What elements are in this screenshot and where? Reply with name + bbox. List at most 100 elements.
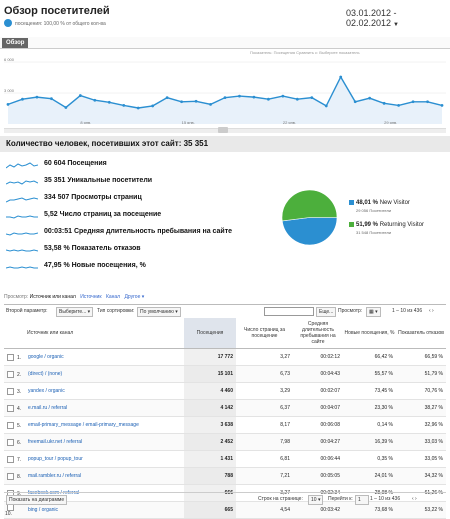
row-checkbox[interactable] bbox=[7, 404, 14, 412]
row-checkbox[interactable] bbox=[7, 455, 14, 463]
footer-pager-arrows[interactable]: ‹ › bbox=[412, 496, 417, 502]
plot-rows-button[interactable]: Показать на диаграмме bbox=[6, 495, 68, 505]
pie-slice-returning-visitor[interactable] bbox=[281, 189, 338, 222]
data-point[interactable] bbox=[107, 100, 111, 104]
metric-pageviews[interactable]: 334 507 Просмотры страниц bbox=[6, 193, 276, 206]
graph-options[interactable]: Показатель: Посещения Сравнить с: Выбери… bbox=[250, 50, 360, 55]
row-source[interactable]: mail.rambler.ru / referral bbox=[26, 467, 184, 485]
table-row: 5. email-primary_message / email-primary_… bbox=[4, 416, 446, 434]
data-point[interactable] bbox=[165, 96, 169, 100]
data-point[interactable] bbox=[238, 94, 241, 98]
pager-arrows[interactable]: ‹ › bbox=[429, 308, 434, 314]
row-bounce-rate: 66,59 % bbox=[396, 348, 446, 366]
data-point[interactable] bbox=[382, 101, 386, 105]
tab-overview[interactable]: Обзор bbox=[2, 38, 29, 48]
row-source[interactable]: email-primary_message / email-primary_me… bbox=[26, 416, 184, 434]
col-header-source[interactable]: Источник или канал bbox=[26, 318, 184, 349]
col-header-new-visits[interactable]: Новые посещения, % bbox=[343, 318, 396, 349]
row-index-label: 4. bbox=[17, 405, 22, 412]
metric-avg-duration[interactable]: 00:03:51 Средняя длительность пребывания… bbox=[6, 227, 276, 240]
row-checkbox[interactable] bbox=[7, 387, 14, 395]
row-source[interactable]: e.mail.ru / referral bbox=[26, 399, 184, 417]
view-link-source[interactable]: Источник bbox=[80, 294, 102, 300]
advanced-filter-button[interactable]: Еще... bbox=[316, 307, 337, 317]
row-bounce-rate: 53,22 % bbox=[396, 501, 446, 519]
col-header-pages-per-visit[interactable]: Число страниц за посещение bbox=[236, 318, 293, 349]
row-checkbox[interactable] bbox=[7, 353, 14, 361]
row-source[interactable]: popup_tour / popup_tour bbox=[26, 450, 184, 468]
data-point[interactable] bbox=[310, 96, 314, 100]
row-checkbox[interactable] bbox=[7, 438, 14, 446]
data-point[interactable] bbox=[21, 97, 24, 101]
data-point[interactable] bbox=[339, 75, 343, 79]
row-index-label: 10. bbox=[5, 510, 12, 517]
rows-per-page-select[interactable]: 10 ▾ bbox=[308, 495, 324, 505]
col-header-avg-duration[interactable]: Средняя длительность пребывания на сайте bbox=[293, 318, 343, 349]
data-point[interactable] bbox=[281, 94, 285, 98]
row-checkbox[interactable] bbox=[7, 370, 14, 378]
x-tick-label: 8 янв. bbox=[80, 120, 91, 125]
metric-value: 60 604 Посещения bbox=[44, 160, 107, 167]
data-point[interactable] bbox=[267, 97, 270, 101]
metric-pages-per-visit[interactable]: 5,52 Число страниц за посещение bbox=[6, 210, 276, 223]
row-checkbox[interactable] bbox=[7, 421, 14, 429]
data-point[interactable] bbox=[295, 97, 299, 101]
secondary-dimension-select[interactable]: Выберите... ▾ bbox=[56, 307, 94, 317]
data-point[interactable] bbox=[368, 96, 372, 100]
row-source[interactable]: freemail.ukr.net / referral bbox=[26, 433, 184, 451]
data-point[interactable] bbox=[209, 102, 212, 106]
table-row: 4. e.mail.ru / referral 4 142 6,37 00:04:07 2… bbox=[4, 399, 446, 417]
row-source[interactable]: bing / organic bbox=[26, 501, 184, 519]
data-point[interactable] bbox=[397, 104, 400, 107]
row-index-label: 6. bbox=[17, 439, 22, 446]
pie-slice-new-visitor[interactable] bbox=[281, 217, 338, 246]
data-point[interactable] bbox=[180, 100, 184, 104]
row-source[interactable]: yandex / organic bbox=[26, 382, 184, 400]
row-source[interactable]: (direct) / (none) bbox=[26, 365, 184, 383]
data-point[interactable] bbox=[6, 102, 10, 106]
row-pages-per-visit: 6,37 bbox=[236, 399, 293, 417]
view-link-other[interactable]: Другое ▾ bbox=[124, 294, 145, 300]
data-point[interactable] bbox=[426, 100, 429, 104]
metric-visits[interactable]: 60 604 Посещения bbox=[6, 159, 276, 172]
data-point[interactable] bbox=[122, 104, 126, 107]
sort-type-select[interactable]: По умолчанию ▾ bbox=[137, 307, 181, 317]
data-point[interactable] bbox=[353, 100, 357, 104]
series-area bbox=[8, 76, 442, 124]
metric-bounce-rate[interactable]: 53,58 % Показатель отказов bbox=[6, 244, 276, 257]
row-checkbox[interactable] bbox=[7, 472, 14, 480]
data-point[interactable] bbox=[223, 96, 227, 100]
col-header-visits[interactable]: Посещения bbox=[184, 318, 236, 349]
date-range-picker[interactable]: 03.01.2012 - 02.02.2012 ▼ bbox=[346, 8, 450, 28]
data-point[interactable] bbox=[151, 104, 155, 108]
data-point[interactable] bbox=[93, 98, 97, 102]
col-header-bounce-rate[interactable]: Показатель отказов bbox=[396, 318, 446, 349]
view-type-select[interactable]: ▦ ▾ bbox=[366, 307, 381, 317]
data-point[interactable] bbox=[252, 95, 256, 99]
row-avg-duration: 00:04:27 bbox=[293, 433, 343, 451]
data-point[interactable] bbox=[440, 104, 444, 107]
data-point[interactable] bbox=[64, 106, 68, 109]
metric-value: 47,95 % Новые посещения, % bbox=[44, 262, 146, 269]
data-point[interactable] bbox=[411, 100, 415, 104]
data-point[interactable] bbox=[35, 95, 39, 99]
data-point[interactable] bbox=[50, 97, 53, 101]
row-index: 2. bbox=[4, 365, 26, 383]
chart-resize-handle[interactable] bbox=[218, 127, 228, 133]
data-point[interactable] bbox=[324, 104, 328, 108]
x-tick-label: 15 янв. bbox=[182, 120, 195, 125]
table-row: 1. google / organic 17 772 3,27 00:02:12 66,4… bbox=[4, 348, 446, 366]
data-point[interactable] bbox=[78, 94, 82, 97]
row-index-label: 1. bbox=[17, 354, 22, 361]
goto-input[interactable]: 1 bbox=[355, 495, 369, 505]
summary-banner: Количество человек, посетивших этот сайт… bbox=[0, 136, 450, 152]
date-range-label: 03.01.2012 - 02.02.2012 bbox=[346, 8, 397, 28]
metric-unique-visitors[interactable]: 35 351 Уникальные посетители bbox=[6, 176, 276, 189]
data-point[interactable] bbox=[194, 99, 198, 103]
row-source[interactable]: google / organic bbox=[26, 348, 184, 366]
table-row: 6. freemail.ukr.net / referral 2 452 7,98 00… bbox=[4, 433, 446, 451]
view-link-medium[interactable]: Канал bbox=[105, 294, 121, 300]
data-point[interactable] bbox=[136, 106, 140, 110]
search-input[interactable] bbox=[264, 307, 314, 316]
metric-new-visits[interactable]: 47,95 % Новые посещения, % bbox=[6, 261, 276, 274]
